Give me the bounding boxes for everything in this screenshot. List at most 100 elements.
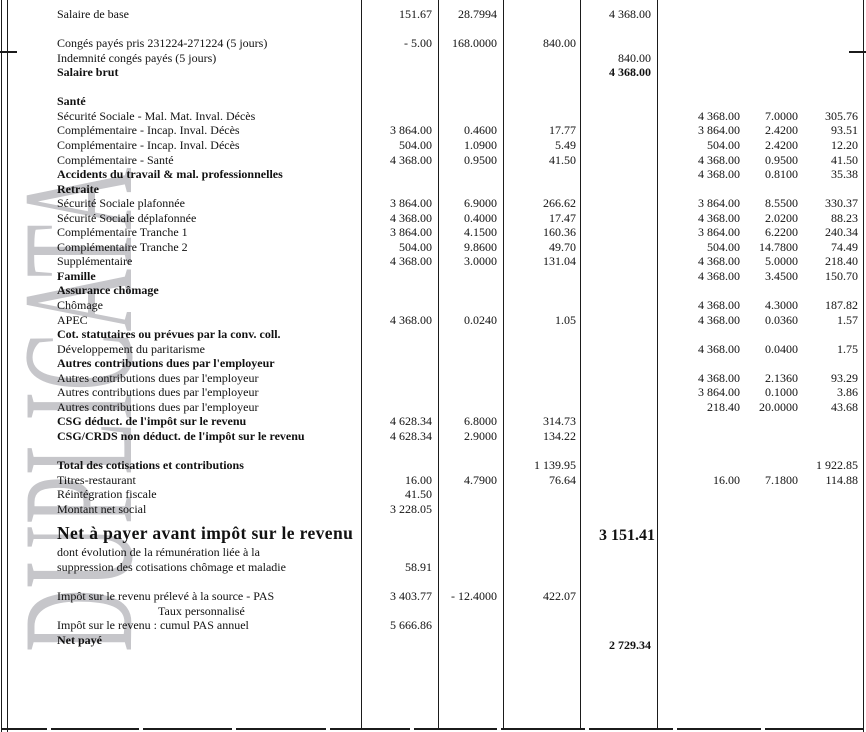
column-divider <box>503 0 504 730</box>
row-label: Famille <box>57 268 96 283</box>
employer-rate-value: 0.1000 <box>765 385 798 400</box>
bottom-rule-segment <box>143 728 232 730</box>
employer-rate-value: 7.0000 <box>765 108 798 123</box>
amount-value: 160.36 <box>543 225 576 240</box>
employer-amount-value: 12.20 <box>831 137 858 152</box>
column-divider <box>361 0 362 730</box>
row-label: Développement du paritarisme <box>57 341 205 356</box>
bottom-rule-segment <box>236 728 326 730</box>
column-divider <box>580 0 581 730</box>
employer-rate-value: 8.5500 <box>765 196 798 211</box>
rate-value: 0.4600 <box>464 123 497 138</box>
row-label: Indemnité congés payés (5 jours) <box>57 50 217 65</box>
payslip-line: Complémentaire - Incap. Inval. Décès 504.… <box>0 137 866 154</box>
payslip-line: Autres contributions dues par l'employeu… <box>0 370 866 387</box>
base-value: 4 368.00 <box>390 254 432 269</box>
bottom-rule-segment <box>677 728 761 730</box>
row-label: Autres contributions dues par l'employeu… <box>57 356 275 371</box>
payslip-line: Congés payés pris 231224-271224 (5 jours… <box>0 37 866 52</box>
employer-amount-value: 88.23 <box>831 210 858 225</box>
employer-amount-value: 240.34 <box>825 225 858 240</box>
row-label: Chômage <box>57 298 103 312</box>
payslip-line: Complémentaire - Incap. Inval. Décès 3 86… <box>0 124 866 139</box>
rate-value: 2.9000 <box>464 428 497 443</box>
employer-amount-value: 1.57 <box>837 312 858 327</box>
employer-rate-value: 0.9500 <box>765 152 798 167</box>
employer-amount-value: 218.40 <box>825 254 858 269</box>
row-label: Sécurité Sociale plafonnée <box>57 196 185 211</box>
page-edge-line <box>1 0 2 732</box>
row-label: Montant net social <box>57 501 147 516</box>
employer-base-value: 4 368.00 <box>698 312 740 327</box>
payslip-line: Santé <box>0 95 866 110</box>
row-label: Sécurité Sociale déplafonnée <box>57 210 197 225</box>
rate-value: - 12.4000 <box>451 589 497 603</box>
payslip-line: CSG/CRDS non déduct. de l'impôt sur le r… <box>0 428 866 445</box>
rate-value: 0.0240 <box>464 312 497 327</box>
bottom-rule-segment <box>414 728 497 730</box>
employer-amount-value: 187.82 <box>825 298 858 312</box>
row-label: Autres contributions dues par l'employeu… <box>57 370 259 385</box>
payslip-line: Réintégration fiscale 41.50 <box>0 488 866 503</box>
employer-rate-value: 2.4200 <box>765 137 798 152</box>
amount-value: 49.70 <box>549 239 576 254</box>
rate-value: 6.8000 <box>464 414 497 429</box>
employer-rate-value: 20.0000 <box>759 399 798 414</box>
employer-base-value: 218.40 <box>707 399 740 414</box>
row-label: suppression des cotisations chômage et m… <box>57 559 286 574</box>
employer-amount-value: 3.86 <box>837 385 858 400</box>
employer-base-value: 4 368.00 <box>698 210 740 225</box>
payslip-line: CSG déduct. de l'impôt sur le revenu 4 62… <box>0 415 866 430</box>
employer-amount-value: 93.51 <box>831 123 858 138</box>
employer-amount-value: 330.37 <box>825 196 858 211</box>
payslip-line: Taux personnalisé <box>0 604 866 620</box>
employer-base-value: 3 864.00 <box>698 196 740 211</box>
row-label: dont évolution de la rémunération liée à… <box>57 545 260 560</box>
employer-rate-value: 5.0000 <box>765 254 798 269</box>
payslip-line: Sécurité Sociale déplafonnée 4 368.00 0.40… <box>0 210 866 227</box>
employer-rate-value: 2.1360 <box>765 370 798 385</box>
employer-rate-value: 7.1800 <box>765 472 798 487</box>
row-label: CSG/CRDS non déduct. de l'impôt sur le r… <box>57 428 305 443</box>
column-divider <box>438 0 439 730</box>
row-label: Autres contributions dues par l'employeu… <box>57 399 259 414</box>
row-label: Net à payer avant impôt sur le revenu <box>57 522 354 543</box>
table-left-border <box>7 0 8 732</box>
row-label: Supplémentaire <box>57 254 133 269</box>
employer-amount-value: 35.38 <box>831 167 858 182</box>
base-value: 4 628.34 <box>390 428 432 443</box>
amount-value: 422.07 <box>543 589 576 603</box>
employer-amount-value: 1.75 <box>837 341 858 356</box>
employer-rate-value: 3.4500 <box>765 268 798 283</box>
gains-value: 4 368.00 <box>609 7 651 21</box>
payslip-line: Net à payer avant impôt sur le revenu 3 1… <box>0 524 866 547</box>
amount-value: 41.50 <box>549 152 576 167</box>
bottom-rule-segment <box>765 728 864 730</box>
employer-rate-value: 0.8100 <box>765 167 798 182</box>
row-label: Sécurité Sociale - Mal. Mat. Inval. Décè… <box>57 108 256 123</box>
amount-value: 266.62 <box>543 196 576 211</box>
payslip-line: Salaire de base 151.67 28.7994 4 368.00 <box>0 8 866 23</box>
employer-base-value: 3 864.00 <box>698 225 740 240</box>
employer-rate-value: 0.0400 <box>765 341 798 356</box>
amount-value: 134.22 <box>543 428 576 443</box>
employer-rate-value: 4.3000 <box>765 298 798 312</box>
employer-amount-value: 1 922.85 <box>816 458 858 473</box>
payslip-line: Assurance chômage <box>0 284 866 299</box>
payslip-line: Sécurité Sociale plafonnée 3 864.00 6.9000… <box>0 197 866 212</box>
right-fold-mark <box>849 51 866 53</box>
rate-value: 168.0000 <box>452 36 497 51</box>
employer-amount-value: 41.50 <box>831 152 858 167</box>
row-label: APEC <box>57 312 88 327</box>
bottom-rule-segment <box>330 728 410 730</box>
row-label: CSG déduct. de l'impôt sur le revenu <box>57 414 247 429</box>
row-label: Assurance chômage <box>57 283 159 298</box>
row-label: Salaire brut <box>57 65 119 80</box>
employer-base-value: 4 368.00 <box>698 152 740 167</box>
employer-base-value: 16.00 <box>713 472 740 487</box>
payslip-line: dont évolution de la rémunération liée à… <box>0 546 866 561</box>
employer-rate-value: 0.0360 <box>765 312 798 327</box>
employer-rate-value: 2.0200 <box>765 210 798 225</box>
base-value: - 5.00 <box>404 36 432 51</box>
